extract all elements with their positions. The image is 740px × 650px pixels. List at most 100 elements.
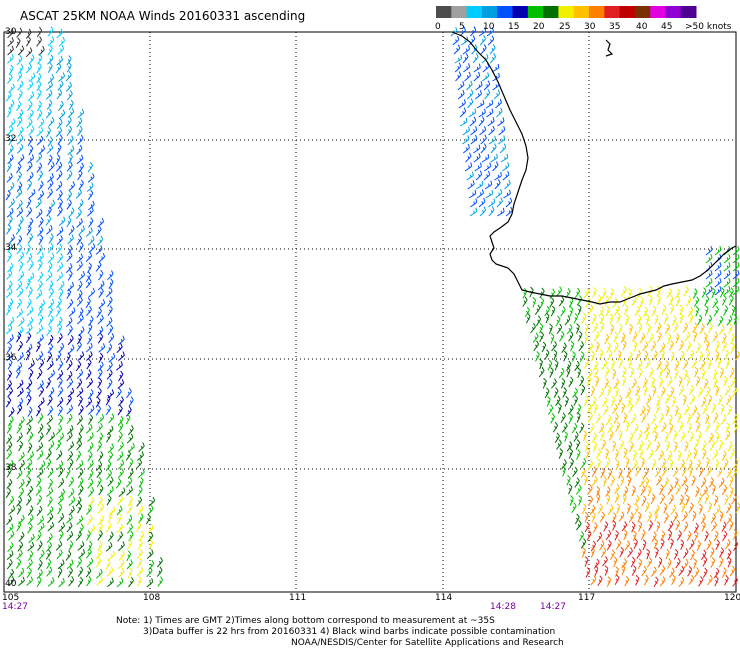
wind-barb (8, 530, 15, 541)
wind-barb (7, 242, 13, 253)
wind-barb (6, 280, 13, 291)
wind-barb (608, 430, 614, 441)
wind-barb (577, 304, 582, 316)
wind-barb (595, 448, 602, 459)
wind-barb (28, 125, 35, 136)
wind-barb (56, 370, 64, 380)
wind-barb (715, 432, 720, 443)
wind-barb (535, 351, 540, 362)
wind-barb (625, 420, 630, 432)
wind-barb (538, 366, 545, 378)
wind-barb (36, 109, 43, 120)
wind-barb (573, 312, 579, 324)
wind-barb (685, 494, 690, 506)
wind-barb (541, 341, 547, 353)
scale-swatch (558, 6, 575, 18)
wind-barb (36, 162, 43, 173)
wind-barb (66, 251, 73, 263)
wind-barb (57, 559, 65, 570)
wind-barb (55, 424, 63, 435)
wind-barb (95, 557, 102, 568)
wind-barb (468, 189, 477, 199)
wind-barb (627, 351, 633, 362)
wind-barb (16, 71, 23, 82)
wind-barb (683, 394, 687, 406)
wind-barb (618, 511, 625, 522)
wind-barb (712, 412, 719, 423)
wind-barb (470, 126, 478, 136)
wind-barb (108, 506, 116, 516)
wind-barb (614, 484, 620, 495)
wind-barb (678, 385, 685, 396)
wind-barb (127, 567, 133, 579)
wind-barb (46, 351, 53, 363)
wind-barb (67, 334, 74, 346)
wind-barb (719, 287, 725, 298)
wind-barb (65, 71, 72, 82)
wind-barb (147, 523, 154, 534)
wind-barb (653, 576, 659, 588)
wind-barb (66, 170, 73, 181)
wind-barb (703, 378, 709, 389)
wind-barb (678, 565, 685, 577)
wind-barb (85, 278, 92, 289)
wind-barb (17, 567, 25, 578)
wind-barb (26, 415, 33, 426)
wind-barb (729, 448, 735, 459)
wind-barb (105, 460, 112, 471)
wind-barb (18, 451, 25, 462)
wind-barb (636, 548, 642, 559)
wind-barb (16, 116, 23, 127)
wind-barb (55, 127, 63, 137)
wind-barb (621, 564, 626, 576)
wind-barb (28, 533, 35, 544)
wind-barb (76, 433, 82, 444)
wind-barb (27, 451, 34, 461)
wind-barb (591, 313, 597, 325)
wind-barb (615, 421, 621, 432)
wind-barb (15, 188, 23, 199)
wind-barb (642, 539, 647, 551)
wind-barb (556, 439, 562, 450)
wind-barb (37, 190, 45, 201)
wind-barb (457, 89, 465, 100)
wind-barb (77, 134, 84, 145)
lon-label: 114 (435, 593, 453, 603)
wind-barb (729, 565, 736, 577)
wind-barb (16, 404, 23, 415)
wind-barb (700, 513, 706, 525)
wind-barb (688, 349, 695, 361)
wind-barb (17, 271, 25, 281)
wind-barb (27, 91, 35, 102)
wind-barb (67, 441, 75, 452)
wind-barb (138, 477, 144, 488)
wind-barb (38, 234, 44, 246)
wind-barb (26, 558, 33, 569)
wind-barb (147, 505, 154, 516)
wind-barb (47, 36, 55, 47)
wind-barb (721, 332, 727, 344)
wind-barb (95, 549, 102, 560)
wind-barb (727, 441, 733, 452)
wind-barb (576, 323, 580, 334)
wind-barb (574, 287, 581, 299)
wind-barb (462, 143, 470, 154)
wind-barb (718, 324, 725, 335)
wind-barb (615, 566, 619, 577)
wind-barb (564, 395, 569, 407)
wind-barb (126, 503, 133, 515)
wind-barb (628, 402, 634, 414)
wind-barb (646, 404, 651, 416)
wind-barb (688, 432, 695, 443)
wind-barb (730, 333, 736, 345)
wind-barb (598, 422, 605, 434)
wind-barb (46, 325, 53, 336)
wind-barb (713, 567, 720, 579)
wind-barb (490, 53, 497, 64)
wind-barb (607, 468, 613, 479)
wind-barb (479, 126, 487, 136)
wind-barb (87, 235, 95, 246)
wind-barb (45, 449, 52, 460)
wind-barb (45, 271, 53, 282)
wind-barb (77, 314, 84, 325)
